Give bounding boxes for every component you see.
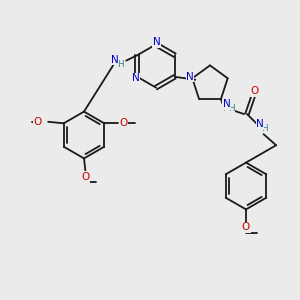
Text: O: O: [33, 117, 41, 127]
Text: N: N: [223, 99, 230, 109]
Text: N: N: [132, 73, 140, 83]
Text: O: O: [81, 172, 90, 182]
Text: O: O: [119, 118, 127, 128]
Text: H: H: [261, 124, 267, 133]
Text: H: H: [118, 60, 124, 69]
Text: O: O: [250, 86, 259, 96]
Text: O: O: [242, 222, 250, 233]
Text: N: N: [256, 119, 264, 129]
Text: H: H: [228, 103, 234, 112]
Text: N: N: [153, 37, 160, 47]
Text: N: N: [186, 72, 194, 82]
Text: N: N: [111, 55, 119, 65]
